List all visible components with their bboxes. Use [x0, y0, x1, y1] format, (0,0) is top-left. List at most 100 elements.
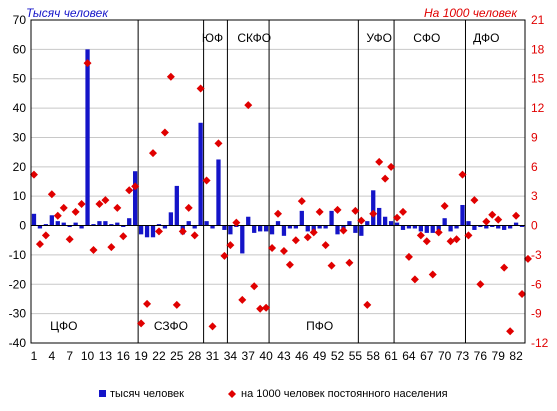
bar-region-2	[37, 225, 43, 229]
bar-region-20	[144, 225, 150, 238]
left-tick-label: -10	[9, 248, 27, 262]
marker-region-82	[512, 211, 521, 220]
marker-region-39	[256, 304, 265, 313]
marker-region-2	[35, 240, 44, 249]
marker-region-1	[29, 170, 38, 179]
plot-border	[30, 19, 526, 344]
marker-region-49	[315, 207, 324, 216]
x-tick-label: 10	[81, 349, 95, 363]
marker-region-34	[226, 241, 235, 250]
marker-region-70	[440, 201, 449, 210]
bar-region-7	[67, 225, 72, 228]
marker-region-24	[166, 72, 175, 81]
marker-region-56	[357, 216, 366, 225]
district-label: СЗФО	[154, 319, 188, 333]
left-tick-label: 70	[13, 13, 27, 27]
bar-region-10	[85, 49, 90, 226]
marker-region-83	[518, 290, 527, 299]
bar-region-4	[49, 215, 54, 226]
x-tick-label: 73	[456, 349, 470, 363]
marker-region-79	[494, 215, 503, 224]
marker-region-73	[458, 170, 467, 179]
district-label: ПФО	[306, 319, 333, 333]
marker-region-69	[434, 228, 443, 237]
district-label: ДФО	[473, 31, 499, 45]
legend-bar-label: тысяч человек	[110, 388, 184, 400]
x-tick-label: 67	[420, 349, 434, 363]
marker-region-45	[291, 236, 300, 245]
district-label: ЦФО	[50, 319, 77, 333]
x-tick-label: 43	[277, 349, 291, 363]
marker-region-37	[244, 101, 253, 110]
marker-region-28	[190, 231, 199, 240]
marker-region-80	[500, 263, 509, 272]
bar-region-77	[484, 225, 489, 229]
district-labels: ЦФО СЗФО ЮФ СКФО ПФО УФО СФО ДФО	[50, 31, 499, 333]
bar-region-50	[323, 225, 328, 229]
left-tick-label: 60	[13, 42, 27, 56]
marker-region-9	[77, 200, 86, 209]
marker-region-14	[107, 243, 116, 252]
bar-region-73	[460, 204, 465, 226]
right-tick-label: -12	[531, 336, 549, 350]
bar-region-63	[400, 225, 406, 230]
marker-region-26	[178, 227, 187, 236]
marker-region-21	[149, 149, 158, 158]
left-tick-label: 40	[13, 101, 27, 115]
bar-region-11	[91, 224, 96, 226]
bar-region-5	[55, 221, 60, 226]
x-tick-label: 25	[170, 349, 184, 363]
bar-region-36	[240, 225, 245, 254]
district-label: СФО	[413, 31, 440, 45]
bar-region-12	[97, 221, 102, 226]
bar-region-28	[192, 225, 197, 229]
x-tick-label: 28	[188, 349, 202, 363]
bar-region-19	[138, 225, 144, 235]
x-tick-label: 76	[474, 349, 488, 363]
marker-region-38	[250, 282, 259, 291]
marker-region-10	[83, 59, 92, 68]
marker-region-62	[393, 213, 402, 222]
bar-region-51	[329, 210, 334, 226]
bar-region-80	[502, 225, 507, 230]
bar-region-58	[371, 190, 376, 226]
marker-region-17	[125, 186, 134, 195]
bar-region-68	[430, 225, 435, 233]
left-tick-label: -20	[9, 277, 27, 291]
marker-region-27	[184, 203, 193, 212]
right-tick-label: -3	[531, 248, 542, 262]
bar-region-47	[305, 225, 310, 232]
left-tick-label: 50	[13, 72, 27, 86]
x-tick-label: 70	[438, 349, 452, 363]
bar-region-6	[61, 222, 66, 226]
marker-region-53	[339, 226, 348, 235]
bar-region-44	[287, 225, 293, 229]
bar-region-8	[73, 222, 78, 226]
marker-region-16	[119, 232, 128, 241]
legend-marker-label: на 1000 человек постоянного населения	[241, 388, 448, 400]
bar-region-14	[109, 224, 114, 226]
left-tick-label: -30	[9, 307, 27, 321]
left-tick-label: 10	[13, 189, 27, 203]
marker-region-36	[238, 295, 247, 304]
marker-region-61	[387, 162, 396, 171]
bar-region-57	[365, 221, 370, 226]
marker-region-13	[101, 196, 110, 205]
left-axis-ticks: -40 -30 -20 -10 0 10 20 30 40 50 60 70	[9, 13, 27, 350]
bar-region-25	[174, 185, 179, 226]
marker-region-6	[59, 203, 68, 212]
bar-region-21	[150, 225, 156, 238]
bar-region-15	[115, 222, 120, 226]
bar-region-78	[490, 225, 495, 228]
bar-region-60	[382, 216, 388, 226]
x-tick-label: 46	[295, 349, 309, 363]
marker-region-32	[214, 139, 223, 148]
x-tick-label: 4	[48, 349, 55, 363]
marker-region-40	[262, 303, 271, 312]
right-tick-label: 21	[531, 13, 545, 27]
bar-region-72	[454, 225, 459, 229]
bar-region-32	[216, 159, 221, 226]
marker-region-25	[172, 300, 181, 309]
bar-region-62	[394, 222, 400, 226]
marker-region-76	[476, 280, 485, 289]
